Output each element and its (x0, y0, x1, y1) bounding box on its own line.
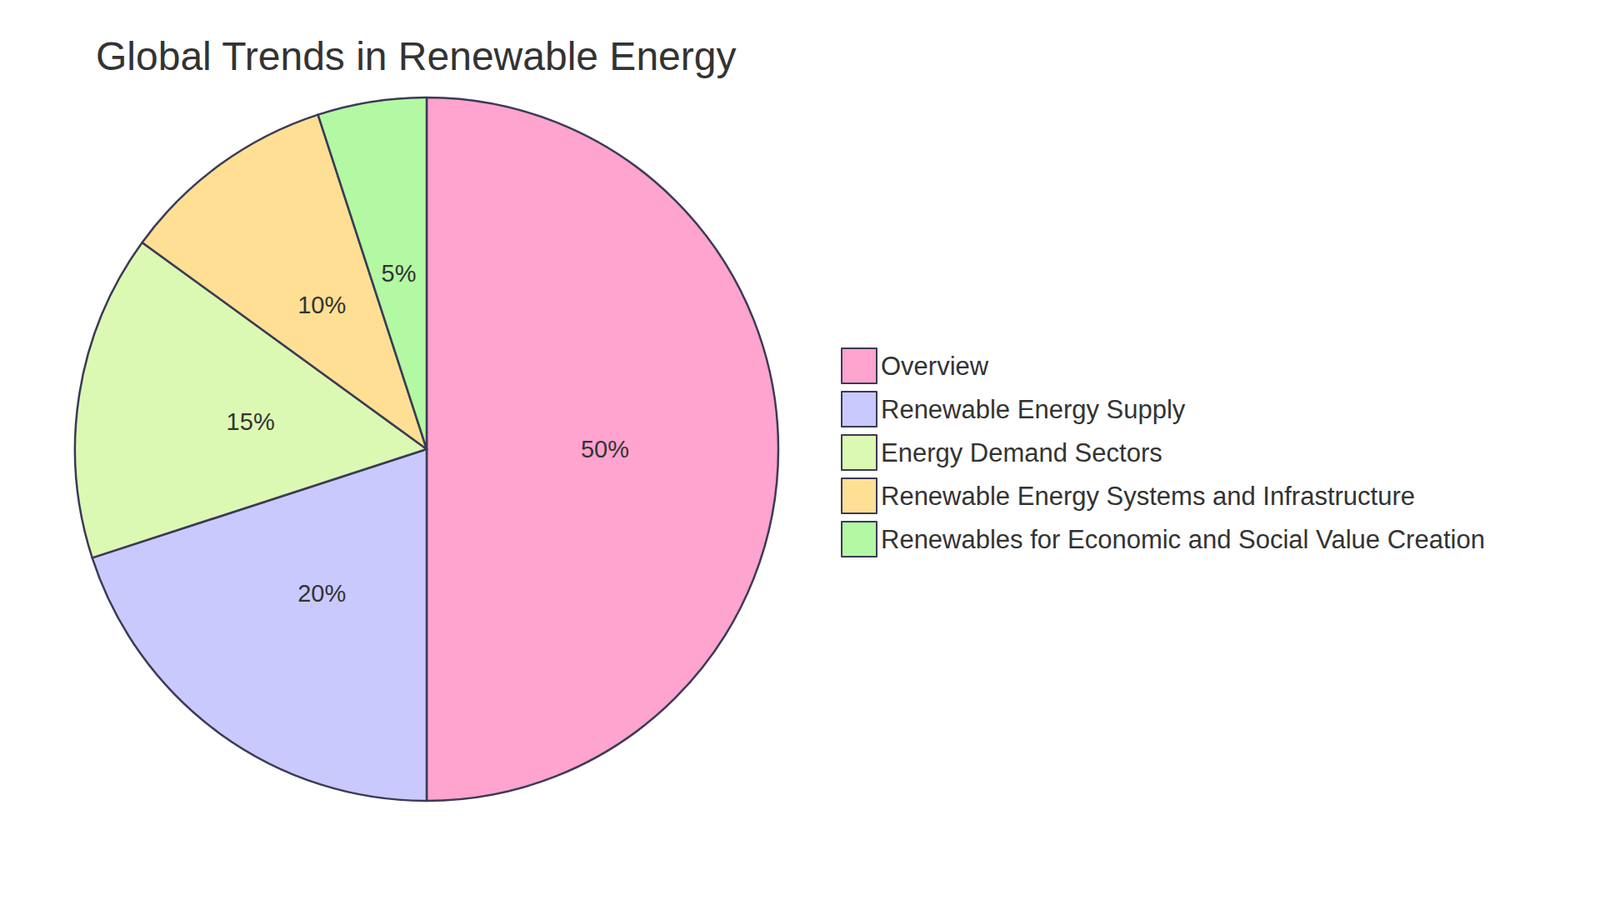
svg-text:Energy Demand Sectors: Energy Demand Sectors (880, 438, 1163, 468)
svg-text:Renewable Energy Supply: Renewable Energy Supply (880, 395, 1186, 425)
svg-text:15%: 15% (226, 408, 275, 435)
svg-text:20%: 20% (297, 580, 346, 607)
svg-text:Renewable Energy Systems and I: Renewable Energy Systems and Infrastruct… (880, 481, 1415, 511)
svg-text:50%: 50% (580, 435, 630, 463)
svg-text:Global Trends in Renewable Ene: Global Trends in Renewable Energy (95, 34, 736, 79)
svg-text:5%: 5% (381, 260, 417, 287)
svg-text:Overview: Overview (880, 351, 990, 381)
svg-text:Renewables for Economic and So: Renewables for Economic and Social Value… (880, 525, 1485, 555)
svg-text:10%: 10% (297, 291, 346, 319)
